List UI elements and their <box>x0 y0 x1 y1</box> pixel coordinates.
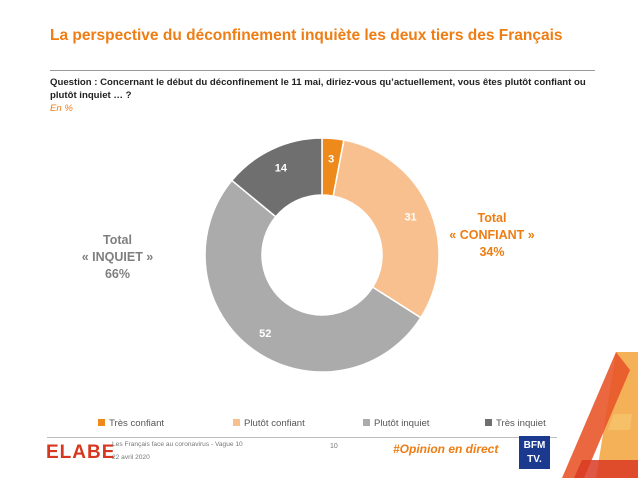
total-confiant-line3: 34% <box>479 245 505 259</box>
total-inquiet-label: Total « INQUIET » 66% <box>60 232 175 283</box>
legend-item-1: Plutôt confiant <box>233 418 305 429</box>
total-inquiet-line2: « INQUIET » <box>81 250 154 264</box>
pie-slice-1 <box>332 139 440 319</box>
total-inquiet-line1: Total <box>103 233 132 247</box>
corner-a-logo-icon <box>562 352 638 478</box>
footer-divider <box>47 437 557 438</box>
legend-item-0: Très confiant <box>98 418 164 429</box>
legend-swatch-1 <box>233 419 240 426</box>
footer-date: 22 avril 2020 <box>112 454 150 461</box>
legend-swatch-2 <box>363 419 370 426</box>
total-confiant-label: Total « CONFIANT » 34% <box>437 210 547 261</box>
total-confiant-line1: Total <box>477 211 507 225</box>
legend-label-3: Très inquiet <box>496 418 546 429</box>
question-text: Question : Concernant le début du déconf… <box>50 77 586 101</box>
total-inquiet-line3: 66% <box>104 267 131 281</box>
chart-legend: Très confiant Plutôt confiant Plutôt inqui… <box>0 418 638 432</box>
pie-label-1: 31 <box>404 212 416 224</box>
footer-study-name: Les Français face au coronavirus - Vague… <box>112 441 243 448</box>
legend-swatch-3 <box>485 419 492 426</box>
elabe-logo: ELABE <box>46 442 116 463</box>
bfmtv-logo-top: BFM <box>523 440 546 451</box>
pie-slice-2 <box>204 179 422 373</box>
unit-label: En % <box>50 103 73 114</box>
legend-label-2: Plutôt inquiet <box>374 418 430 429</box>
bfmtv-logo-bottom: TV. <box>527 454 542 465</box>
hashtag-text: #Opinion en direct <box>393 442 499 456</box>
page-number: 10 <box>330 443 338 450</box>
pie-label-2: 52 <box>259 328 271 340</box>
bfmtv-logo: BFM TV. <box>519 436 550 469</box>
legend-label-1: Plutôt confiant <box>244 418 305 429</box>
legend-item-3: Très inquiet <box>485 418 546 429</box>
pie-label-3: 14 <box>275 163 288 175</box>
pie-label-0: 3 <box>328 153 334 165</box>
legend-swatch-0 <box>98 419 105 426</box>
legend-item-2: Plutôt inquiet <box>363 418 429 429</box>
legend-label-0: Très confiant <box>109 418 165 429</box>
title-divider <box>50 70 595 71</box>
pie-slice-3 <box>230 137 323 218</box>
total-confiant-line2: « CONFIANT » <box>449 228 535 242</box>
page-title: La perspective du déconfinement inquiète… <box>50 27 563 44</box>
